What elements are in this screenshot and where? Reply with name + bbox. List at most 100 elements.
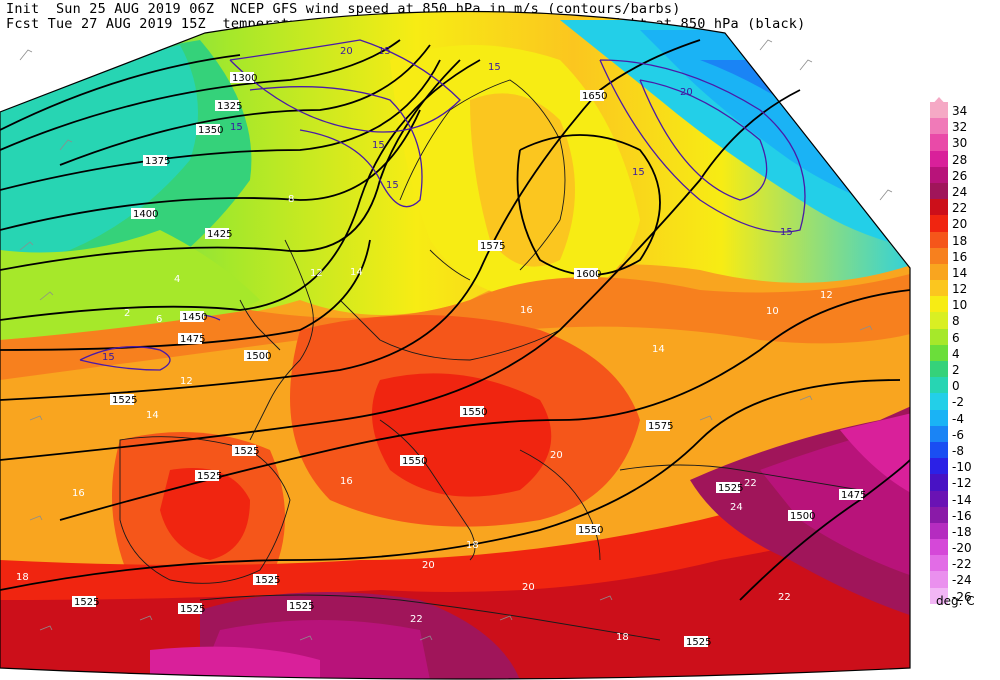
colorbar-label: 28 — [952, 152, 968, 167]
colorbar-label: -20 — [952, 541, 972, 556]
height-label: 1475 — [839, 489, 866, 501]
colorbar-legend: 34 32 30 28 26 24 22 20 18 16 14 12 10 8 6 4 2 0 -2 -4 -6 -8-… — [930, 92, 1000, 604]
colorbar-level: 16 — [930, 247, 1000, 264]
colorbar-swatch — [930, 555, 948, 572]
colorbar-level: 12 — [930, 280, 1000, 297]
svg-text:1500: 1500 — [790, 511, 815, 522]
coastlines — [119, 79, 861, 641]
colorbar-swatch — [930, 102, 948, 119]
colorbar-level: 26 — [930, 166, 1000, 183]
height-label: 1325 — [215, 100, 242, 112]
svg-text:18: 18 — [466, 540, 479, 551]
svg-text:14: 14 — [350, 267, 363, 278]
colorbar-swatch — [930, 182, 948, 200]
svg-text:10: 10 — [766, 306, 779, 317]
height-label: 1400 — [131, 208, 158, 220]
svg-text:22: 22 — [744, 478, 757, 489]
wind-barbs — [19, 39, 893, 641]
colorbar-label: -24 — [952, 573, 972, 588]
svg-text:1400: 1400 — [133, 209, 158, 220]
colorbar-level: -2 — [930, 393, 1000, 410]
svg-text:1500: 1500 — [246, 351, 271, 362]
colorbar-label: -2 — [952, 395, 964, 410]
svg-text:16: 16 — [520, 305, 533, 316]
svg-text:15: 15 — [230, 122, 243, 133]
colorbar-label: 0 — [952, 379, 960, 394]
svg-text:1475: 1475 — [180, 334, 205, 345]
colorbar-swatch — [930, 441, 948, 459]
height-label: 1500 — [244, 350, 271, 362]
colorbar-swatch — [930, 522, 948, 540]
colorbar-label: -18 — [952, 524, 972, 539]
colorbar-level: -24 — [930, 571, 1000, 588]
colorbar-swatch — [930, 247, 948, 264]
colorbar-swatch — [930, 215, 948, 232]
colorbar-label: -12 — [952, 476, 972, 491]
svg-text:4: 4 — [174, 274, 180, 285]
colorbar-label: 14 — [952, 265, 968, 280]
colorbar-label: -14 — [952, 492, 972, 507]
colorbar-swatch — [930, 409, 948, 426]
svg-text:1425: 1425 — [207, 229, 232, 240]
svg-text:14: 14 — [146, 410, 159, 421]
height-label: 1525 — [195, 470, 222, 482]
svg-text:12: 12 — [820, 290, 833, 301]
svg-text:16: 16 — [72, 488, 85, 499]
svg-text:18: 18 — [616, 632, 629, 643]
height-label: 1525 — [178, 603, 205, 615]
svg-text:1375: 1375 — [145, 156, 170, 167]
colorbar-swatch — [930, 344, 948, 361]
svg-text:20: 20 — [680, 87, 693, 98]
legend-units: deg. C — [936, 594, 975, 608]
wind-labels: 20 15 15 15 15 15 15 20 15 15 — [102, 46, 793, 363]
svg-text:15: 15 — [386, 180, 399, 191]
colorbar-swatch — [930, 328, 948, 345]
colorbar-label: -26 — [952, 589, 972, 604]
colorbar-swatch — [930, 263, 948, 281]
svg-text:1525: 1525 — [74, 597, 99, 608]
height-label: 1375 — [143, 155, 170, 167]
height-label: 1525 — [287, 600, 314, 612]
svg-text:1550: 1550 — [578, 525, 603, 536]
svg-text:1550: 1550 — [402, 456, 427, 467]
height-label: 1450 — [180, 311, 207, 323]
svg-text:15: 15 — [102, 352, 115, 363]
height-label: 1525 — [110, 394, 137, 406]
colorbar-level: 6 — [930, 328, 1000, 345]
colorbar-swatch — [930, 458, 948, 475]
colorbar-level: 24 — [930, 182, 1000, 200]
svg-text:2: 2 — [124, 308, 130, 319]
weather-map: 1300 1325 1350 1375 1400 1425 1450 1475 … — [0, 10, 911, 680]
svg-text:1350: 1350 — [198, 125, 223, 136]
svg-text:1525: 1525 — [234, 446, 259, 457]
colorbar-swatch — [930, 571, 948, 588]
colorbar-swatch — [930, 166, 948, 183]
colorbar-swatch — [930, 539, 948, 556]
height-label: 1500 — [788, 510, 815, 522]
svg-text:6: 6 — [156, 314, 162, 325]
colorbar-level: 34 — [930, 102, 1000, 119]
colorbar-level: 28 — [930, 150, 1000, 167]
svg-text:24: 24 — [730, 502, 743, 513]
height-label: 1525 — [232, 445, 259, 457]
svg-text:22: 22 — [778, 592, 791, 603]
colorbar-swatch — [930, 377, 948, 394]
colorbar-label: 12 — [952, 282, 968, 297]
svg-text:1650: 1650 — [582, 91, 607, 102]
height-label: 1425 — [205, 228, 232, 240]
colorbar-swatch — [930, 361, 948, 378]
colorbar-label: 30 — [952, 136, 968, 151]
colorbar-swatch — [930, 312, 948, 329]
colorbar-label: 26 — [952, 168, 968, 183]
svg-text:1525: 1525 — [255, 575, 280, 586]
colorbar-level: 10 — [930, 296, 1000, 313]
svg-text:18: 18 — [16, 572, 29, 583]
colorbar-swatch — [930, 587, 948, 604]
svg-text:15: 15 — [488, 62, 501, 73]
svg-text:15: 15 — [780, 227, 793, 238]
height-label: 1300 — [230, 72, 257, 84]
colorbar-level: -10 — [930, 458, 1000, 475]
colorbar-label: 20 — [952, 217, 968, 232]
colorbar-label: 34 — [952, 104, 968, 118]
colorbar-level: -20 — [930, 539, 1000, 556]
